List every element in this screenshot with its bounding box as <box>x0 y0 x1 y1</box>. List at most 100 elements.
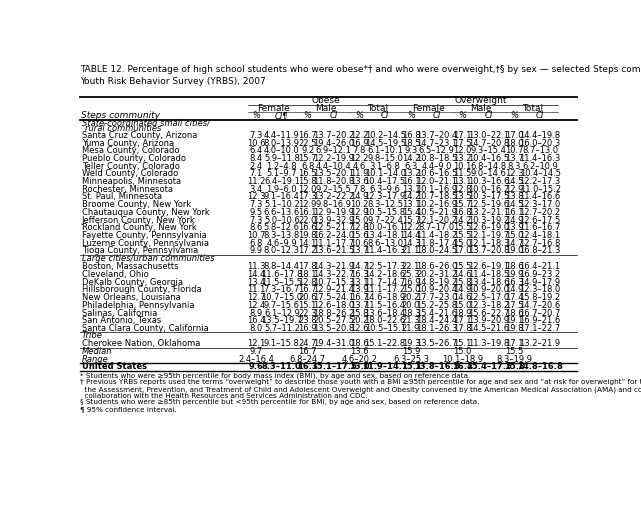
Text: 19.3: 19.3 <box>402 339 420 348</box>
Text: 6.8–14.8: 6.8–14.8 <box>470 162 506 170</box>
Text: 12.3: 12.3 <box>247 193 265 201</box>
Text: 15.1–17.5: 15.1–17.5 <box>310 362 356 371</box>
Text: 9.7–15.6: 9.7–15.6 <box>264 301 300 310</box>
Text: 14.3–22.7: 14.3–22.7 <box>313 270 354 279</box>
Text: 8.8–14.4: 8.8–14.4 <box>264 263 300 271</box>
Text: 14.2: 14.2 <box>402 193 420 201</box>
Text: CI: CI <box>433 111 441 120</box>
Text: 10.6: 10.6 <box>350 239 369 248</box>
Text: 15.1–22.8: 15.1–22.8 <box>365 339 406 348</box>
Text: 12.3–18.0: 12.3–18.0 <box>519 286 561 294</box>
Text: 11.1–17.7: 11.1–17.7 <box>313 239 354 248</box>
Text: 10.2: 10.2 <box>350 200 369 209</box>
Text: 17.8: 17.8 <box>453 324 472 333</box>
Text: Teller County, Colorado: Teller County, Colorado <box>81 162 179 170</box>
Text: Santa Cruz County, Arizona: Santa Cruz County, Arizona <box>81 131 197 140</box>
Text: 5.8–12.6: 5.8–12.6 <box>264 223 300 232</box>
Text: 6.3–9.6: 6.3–9.6 <box>370 185 401 194</box>
Text: Mesa County, Colorado: Mesa County, Colorado <box>81 146 179 155</box>
Text: 12.8: 12.8 <box>350 223 369 232</box>
Text: 12.2: 12.2 <box>350 131 369 140</box>
Text: 9.7: 9.7 <box>249 347 263 356</box>
Text: 12.0: 12.0 <box>453 146 472 155</box>
Text: Minneapolis, Minnesota: Minneapolis, Minnesota <box>81 177 181 186</box>
Text: 6.5–12.9: 6.5–12.9 <box>419 146 454 155</box>
Text: 21.3: 21.3 <box>402 316 420 325</box>
Text: 12.0: 12.0 <box>299 185 317 194</box>
Text: 13.4–18.1: 13.4–18.1 <box>365 231 406 240</box>
Text: 13.2–21.9: 13.2–21.9 <box>520 339 561 348</box>
Text: 4.6–20.2: 4.6–20.2 <box>342 355 378 364</box>
Text: ¶ 95% confidence interval.: ¶ 95% confidence interval. <box>80 406 177 412</box>
Text: 10.3–16.6: 10.3–16.6 <box>468 177 509 186</box>
Text: 13.8: 13.8 <box>505 193 524 201</box>
Text: 10.9–20.0: 10.9–20.0 <box>468 286 509 294</box>
Text: Total: Total <box>522 104 543 113</box>
Text: 12.9–21.4: 12.9–21.4 <box>313 286 354 294</box>
Text: Obese: Obese <box>312 96 340 105</box>
Text: 12.3–17.0: 12.3–17.0 <box>519 200 561 209</box>
Text: 18.0–24.5: 18.0–24.5 <box>416 246 458 255</box>
Text: Overweight: Overweight <box>454 96 507 105</box>
Text: 13.7–20.4: 13.7–20.4 <box>416 131 458 140</box>
Text: 13.2–22.2: 13.2–22.2 <box>313 193 354 201</box>
Text: 13.5–20.8: 13.5–20.8 <box>313 324 354 333</box>
Text: 16.7: 16.7 <box>298 131 317 140</box>
Text: %: % <box>304 111 312 120</box>
Text: 8.3–19.9: 8.3–19.9 <box>496 355 532 364</box>
Text: 13.1: 13.1 <box>453 177 472 186</box>
Text: 9.1–16.4: 9.1–16.4 <box>264 193 300 201</box>
Text: 2.4–16.4: 2.4–16.4 <box>238 355 274 364</box>
Text: Rochester, Minnesota: Rochester, Minnesota <box>81 185 172 194</box>
Text: 13.1: 13.1 <box>350 278 369 287</box>
Text: 10.6: 10.6 <box>247 139 265 147</box>
Text: 17.4: 17.4 <box>505 293 524 302</box>
Text: 14.7: 14.7 <box>350 263 369 271</box>
Text: 22.0: 22.0 <box>299 216 317 225</box>
Text: 15.4–21.6: 15.4–21.6 <box>416 309 458 317</box>
Text: 10.3–19.2: 10.3–19.2 <box>468 216 509 225</box>
Text: 14.6–18.9: 14.6–18.9 <box>365 293 406 302</box>
Text: 16.0–20.3: 16.0–20.3 <box>519 139 561 147</box>
Text: 18.8–26.2: 18.8–26.2 <box>313 309 354 317</box>
Text: 5.9–11.8: 5.9–11.8 <box>264 154 300 163</box>
Text: 6.8–24.7: 6.8–24.7 <box>290 355 326 364</box>
Text: Weld County, Colorado: Weld County, Colorado <box>81 169 178 178</box>
Text: 11.6–16.7: 11.6–16.7 <box>519 223 561 232</box>
Text: 6.2–10.9: 6.2–10.9 <box>522 162 558 170</box>
Text: 9.6: 9.6 <box>249 362 263 371</box>
Text: 9.2–15.5: 9.2–15.5 <box>315 185 351 194</box>
Text: 22.5: 22.5 <box>299 139 317 147</box>
Text: 14.7: 14.7 <box>505 239 524 248</box>
Text: 6.4: 6.4 <box>249 146 263 155</box>
Text: 20.5–27.5: 20.5–27.5 <box>313 316 354 325</box>
Text: 17.2: 17.2 <box>299 246 317 255</box>
Text: Female: Female <box>413 104 445 113</box>
Text: 14.9: 14.9 <box>505 286 524 294</box>
Text: 10.6–16.5: 10.6–16.5 <box>416 169 458 178</box>
Text: 7.8: 7.8 <box>353 146 366 155</box>
Text: 15.6–22.7: 15.6–22.7 <box>468 309 509 317</box>
Text: 13.2: 13.2 <box>453 154 472 163</box>
Text: 15.5: 15.5 <box>505 347 524 356</box>
Text: 16.7–20.7: 16.7–20.7 <box>519 309 561 317</box>
Text: 7.1: 7.1 <box>249 169 263 178</box>
Text: 4.4–11.9: 4.4–11.9 <box>264 131 300 140</box>
Text: United States: United States <box>81 362 147 371</box>
Text: 14.8–16.8: 14.8–16.8 <box>517 362 563 371</box>
Text: 15.1: 15.1 <box>453 339 472 348</box>
Text: 18.6: 18.6 <box>350 339 369 348</box>
Text: 18.6: 18.6 <box>505 263 524 271</box>
Text: 17.5: 17.5 <box>453 139 472 147</box>
Text: Hillsborough County, Florida: Hillsborough County, Florida <box>81 286 201 294</box>
Text: 12.1–19.7: 12.1–19.7 <box>468 231 509 240</box>
Text: 10.4–14.5: 10.4–14.5 <box>520 169 561 178</box>
Text: 8.3–12.5: 8.3–12.5 <box>367 200 403 209</box>
Text: 14.5–19.5: 14.5–19.5 <box>365 139 406 147</box>
Text: Fayette County, Pennsylvania: Fayette County, Pennsylvania <box>81 231 206 240</box>
Text: 12.0–21.1: 12.0–21.1 <box>416 177 457 186</box>
Text: 5.7–11.2: 5.7–11.2 <box>264 324 300 333</box>
Text: 16.9–21.6: 16.9–21.6 <box>519 316 561 325</box>
Text: 11.3–19.8: 11.3–19.8 <box>468 339 509 348</box>
Text: 19.4–31.0: 19.4–31.0 <box>313 339 354 348</box>
